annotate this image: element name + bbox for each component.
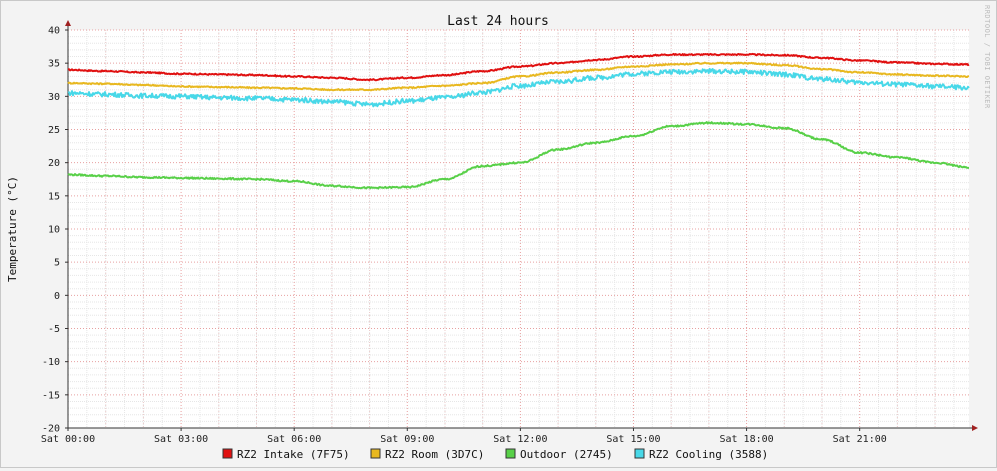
x-tick-label: Sat 06:00: [267, 434, 321, 445]
x-tick-label: Sat 09:00: [380, 434, 434, 445]
series-line: [67, 67, 970, 108]
legend-item: RZ2 Cooling (3588): [634, 448, 768, 461]
legend-label: RZ2 Room (3D7C): [385, 448, 484, 461]
x-tick-label: Sat 21:00: [833, 434, 887, 445]
legend-swatch: [505, 448, 516, 459]
grid: [68, 29, 969, 429]
y-tick-label: 0: [54, 291, 60, 302]
legend-item: RZ2 Room (3D7C): [370, 448, 484, 461]
legend-swatch: [222, 448, 233, 459]
legend-item: Outdoor (2745): [505, 448, 613, 461]
y-tick-labels: 40 35 30 25 20 15 10 5 0 -5 -10 -15 -20: [42, 26, 60, 435]
y-tick-label: 25: [48, 125, 60, 136]
y-tick-label: 40: [48, 26, 60, 37]
x-tick-labels: Sat 00:00 Sat 03:00 Sat 06:00 Sat 09:00 Sat …: [41, 434, 887, 445]
x-tick-label: Sat 03:00: [154, 434, 208, 445]
y-tick-label: 10: [48, 225, 60, 236]
chart-title: Last 24 hours: [447, 14, 549, 29]
y-axis-arrow: [65, 20, 71, 26]
y-tick-label: 30: [48, 92, 60, 103]
y-tick-label: 5: [54, 258, 60, 269]
y-tick-label: -15: [42, 390, 60, 401]
legend-label: Outdoor (2745): [520, 448, 613, 461]
y-tick-label: 15: [48, 191, 60, 202]
legend-swatch: [370, 448, 381, 459]
rrdtool-watermark: RRDTOOL / TOBI OETIKER: [983, 5, 991, 109]
y-tick-label: 35: [48, 59, 60, 70]
x-axis-arrow: [972, 425, 978, 431]
y-axis-label: Temperature (°C): [6, 176, 19, 282]
y-tick-label: -20: [42, 424, 60, 435]
x-tick-label: Sat 00:00: [41, 434, 95, 445]
legend-item: RZ2 Intake (7F75): [222, 448, 350, 461]
y-tick-label: -5: [48, 324, 60, 335]
x-tick-label: Sat 12:00: [493, 434, 547, 445]
legend-label: RZ2 Cooling (3588): [649, 448, 768, 461]
series-line: [67, 121, 969, 190]
y-tick-label: -10: [42, 357, 60, 368]
x-tick-label: Sat 18:00: [719, 434, 773, 445]
legend-label: RZ2 Intake (7F75): [237, 448, 350, 461]
x-tick-label: Sat 15:00: [606, 434, 660, 445]
series-line: [67, 61, 970, 92]
series-line: [67, 52, 970, 82]
legend: RZ2 Intake (7F75) RZ2 Room (3D7C) Outdoor …: [222, 448, 768, 461]
y-tick-label: 20: [48, 158, 60, 169]
legend-swatch: [634, 448, 645, 459]
axes: [65, 20, 978, 431]
series-lines: [67, 52, 970, 190]
